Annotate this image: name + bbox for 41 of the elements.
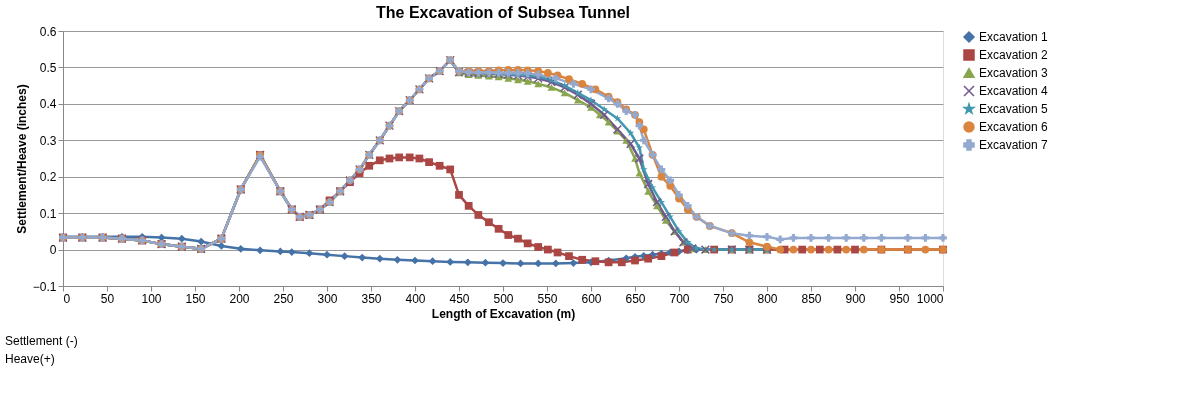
x-tick-label: 250 — [273, 291, 294, 306]
y-tick-label: 0.6 — [39, 24, 57, 39]
y-tick-label: 0.1 — [39, 206, 57, 221]
x-tick-label: 300 — [317, 291, 338, 306]
x-tick-label: 450 — [449, 291, 470, 306]
x-tick-label: 100 — [141, 291, 162, 306]
legend-label: Excavation 5 — [979, 102, 1049, 116]
x-tick-label: 350 — [361, 291, 382, 306]
y-tick-label: 0 — [49, 243, 57, 258]
chart-title: The Excavation of Subsea Tunnel — [376, 4, 630, 21]
y-tick-label: 0.5 — [39, 60, 57, 75]
legend-label: Excavation 7 — [979, 138, 1049, 152]
x-tick-label: 900 — [845, 291, 866, 306]
x-tick-label: 50 — [100, 291, 115, 306]
x-tick-label: 200 — [229, 291, 250, 306]
x-tick-label: 850 — [801, 291, 822, 306]
x-tick-label: 1000 — [916, 291, 944, 306]
legend-label: Excavation 1 — [979, 30, 1049, 44]
x-tick-label: 800 — [757, 291, 778, 306]
x-tick-label: 0 — [63, 291, 71, 306]
legend-label: Excavation 4 — [979, 84, 1049, 98]
x-axis-title: Length of Excavation (m) — [431, 306, 576, 321]
text: Settlement (-) — [5, 334, 78, 348]
text: Heave(+) — [5, 352, 55, 366]
y-tick-label: 0.3 — [39, 133, 57, 148]
x-tick-label: 750 — [713, 291, 734, 306]
y-tick-label: −0.1 — [32, 279, 57, 294]
x-tick-label: 600 — [581, 291, 602, 306]
legend-label: Excavation 2 — [979, 48, 1049, 62]
x-tick-label: 150 — [185, 291, 206, 306]
legend-label: Excavation 3 — [979, 66, 1049, 80]
x-tick-label: 500 — [493, 291, 514, 306]
x-tick-label: 400 — [405, 291, 426, 306]
y-tick-label: 0.2 — [39, 170, 57, 185]
x-tick-label: 700 — [669, 291, 690, 306]
y-tick-label: 0.4 — [39, 97, 57, 112]
y-axis-title: Settlement/Heave (inches) — [14, 84, 29, 234]
x-tick-label: 950 — [889, 291, 910, 306]
x-tick-label: 550 — [537, 291, 558, 306]
legend-label: Excavation 6 — [979, 120, 1049, 134]
x-tick-label: 650 — [625, 291, 646, 306]
